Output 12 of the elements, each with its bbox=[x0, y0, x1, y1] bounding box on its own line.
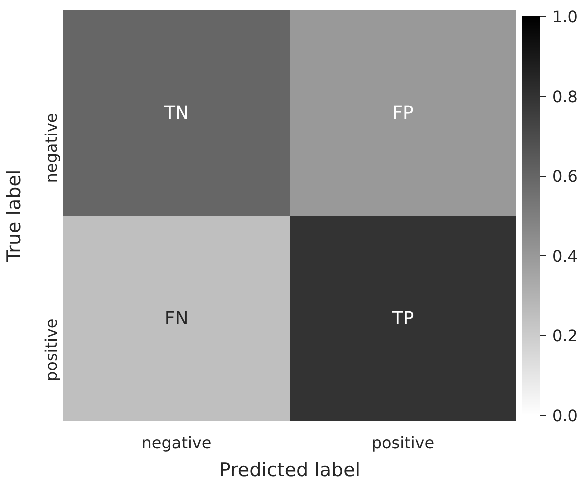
color-bar-label: 0.0 bbox=[552, 406, 578, 426]
y-axis-title: True label bbox=[4, 170, 26, 264]
data-label: FP bbox=[392, 102, 414, 124]
color-bar-label: 0.6 bbox=[552, 167, 578, 186]
color-bar-label: 0.2 bbox=[552, 326, 578, 346]
x-axis-title: Predicted label bbox=[219, 460, 361, 482]
data-label: TP bbox=[391, 308, 414, 330]
data-label: FN bbox=[164, 308, 189, 330]
data-label: TN bbox=[164, 102, 189, 124]
color-bar-label: 0.8 bbox=[552, 87, 578, 106]
color-bar-label: 0.4 bbox=[552, 246, 578, 266]
color-bar-label: 1.0 bbox=[552, 8, 578, 26]
